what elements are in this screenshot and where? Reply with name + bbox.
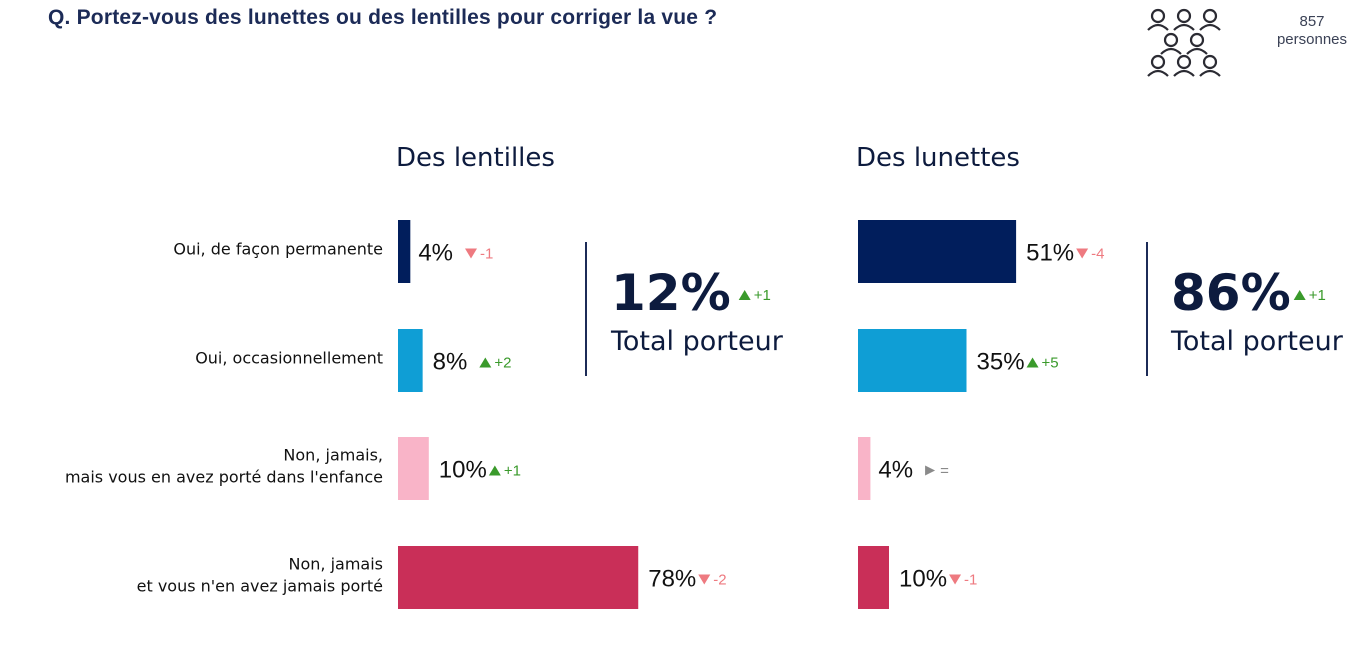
total-delta-lunettes-up-triangle-icon [1293,290,1306,300]
delta-lunettes-3-flat-triangle-icon [925,465,936,476]
category-label-4: Non, jamais et vous n'en avez jamais port… [137,555,383,596]
sample-size: 857 personnes [1262,13,1362,49]
delta-lentilles-2-text: +2 [494,355,511,372]
delta-lunettes-2-up-triangle-icon [1026,357,1039,368]
delta-lentilles-3-up-triangle-icon [488,465,501,476]
bar-lunettes-2 [858,329,967,392]
delta-lunettes-1-down-triangle-icon [1076,248,1089,259]
category-label-line: Non, jamais [289,555,384,574]
bar-lentilles-4 [398,546,639,609]
total-label-lunettes: Total porteur [1170,326,1344,357]
people-group-icon [1147,8,1221,77]
delta-lunettes-3-text: = [940,463,949,480]
total-delta-lentilles-text: +1 [754,287,771,304]
delta-lentilles-3-text: +1 [504,463,521,480]
bar-lentilles-1 [398,220,411,283]
category-label-line: Non, jamais, [283,446,383,465]
value-label-lentilles-2: 8% [433,349,468,376]
value-label-lunettes-4: 10% [899,566,947,593]
delta-lentilles-4-down-triangle-icon [698,574,711,585]
category-label-3: Non, jamais, mais vous en avez porté dans… [65,446,383,487]
total-delta-lentilles-up-triangle-icon [738,290,751,300]
total-value-lentilles: 12% [611,264,731,322]
sample-count: 857 [1299,13,1325,30]
delta-lunettes-4-text: -1 [964,572,977,589]
category-label-line: Oui, de façon permanente [173,240,383,259]
panel-title-lunettes: Des lunettes [856,143,1020,173]
value-label-lentilles-4: 78% [648,566,696,593]
value-label-lunettes-1: 51% [1026,240,1074,267]
bar-lunettes-3 [858,437,871,500]
category-label-line: Oui, occasionnellement [195,349,383,368]
category-label-2: Oui, occasionnellement [195,349,383,368]
value-label-lentilles-1: 4% [418,240,453,267]
delta-lunettes-1-text: -4 [1091,246,1104,263]
total-label-lentilles: Total porteur [610,326,784,357]
category-label-1: Oui, de façon permanente [173,240,383,259]
bar-lunettes-1 [858,220,1017,283]
delta-lentilles-2-up-triangle-icon [479,357,492,368]
delta-lentilles-1-down-triangle-icon [465,248,478,259]
total-delta-lunettes-text: +1 [1309,287,1326,304]
delta-lentilles-4-text: -2 [713,572,726,589]
value-label-lentilles-3: 10% [439,457,487,484]
category-label-line: et vous n'en avez jamais porté [137,577,383,596]
value-label-lunettes-2: 35% [977,349,1025,376]
bar-lunettes-4 [858,546,889,609]
category-label-line: mais vous en avez porté dans l'enfance [65,468,383,487]
bar-lentilles-3 [398,437,429,500]
delta-lunettes-4-down-triangle-icon [949,574,962,585]
total-value-lunettes: 86% [1171,264,1291,322]
value-label-lunettes-3: 4% [878,457,913,484]
bar-lentilles-2 [398,329,423,392]
question-title: Q. Portez-vous des lunettes ou des lenti… [48,6,718,29]
panel-title-lentilles: Des lentilles [396,143,555,173]
sample-label: personnes [1276,31,1348,48]
delta-lentilles-1-text: -1 [480,246,493,263]
delta-lunettes-2-text: +5 [1042,355,1059,372]
